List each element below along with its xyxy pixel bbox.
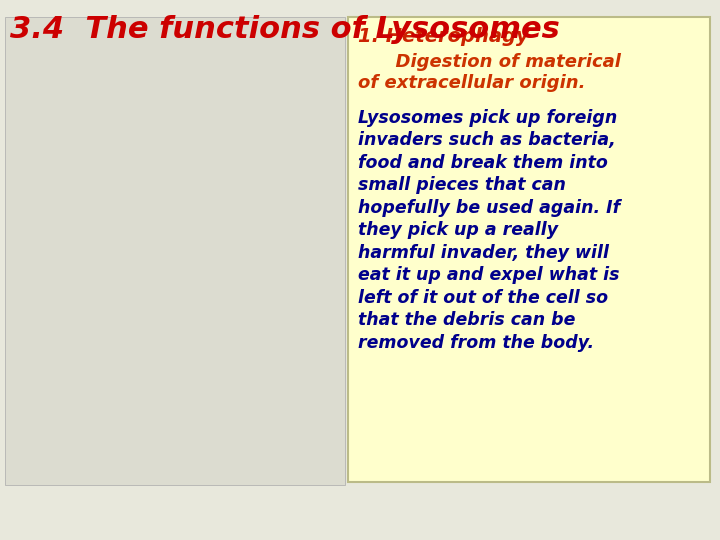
Text: Digestion of materical
of extracellular origin.: Digestion of materical of extracellular … bbox=[358, 53, 621, 92]
Text: Lysosomes pick up foreign
invaders such as bacteria,
food and break them into
sm: Lysosomes pick up foreign invaders such … bbox=[358, 109, 620, 352]
FancyBboxPatch shape bbox=[5, 17, 345, 485]
Text: 1. Heterophagy: 1. Heterophagy bbox=[358, 27, 528, 46]
Text: 3.4  The functions of Lysosomes: 3.4 The functions of Lysosomes bbox=[10, 15, 559, 44]
FancyBboxPatch shape bbox=[348, 17, 710, 482]
